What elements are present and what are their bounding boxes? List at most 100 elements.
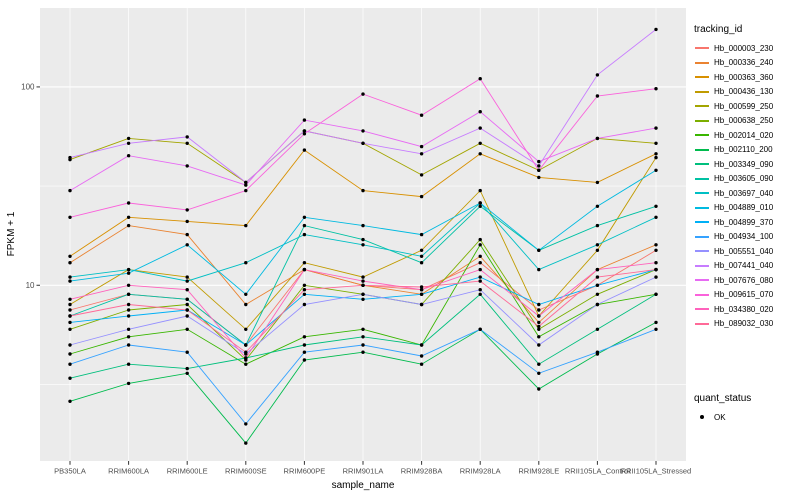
data-point: [654, 168, 658, 172]
data-point: [537, 175, 541, 180]
data-point: [244, 327, 248, 331]
data-point: [595, 275, 600, 279]
legend-key-line-icon: [694, 70, 710, 84]
legend-key-line-icon: [694, 99, 710, 113]
data-point: [419, 302, 424, 307]
legend-line-swatch: [695, 134, 709, 137]
legend-line-swatch: [695, 250, 709, 253]
data-point: [537, 159, 541, 164]
data-point: [537, 387, 541, 391]
data-point: [361, 335, 365, 339]
data-point: [537, 335, 541, 339]
data-point: [654, 152, 658, 156]
legend-line-swatch: [695, 90, 709, 93]
data-point: [478, 261, 482, 265]
legend-line-swatch: [695, 119, 709, 122]
legend-key-line-icon: [694, 143, 710, 157]
data-point: [478, 254, 482, 258]
data-point: [302, 148, 307, 152]
legend-entry: Hb_003605_090: [694, 172, 773, 187]
legend-entry-label: Hb_000336_240: [714, 58, 774, 68]
data-point: [654, 267, 658, 272]
data-point: [244, 356, 248, 360]
data-point: [244, 261, 248, 265]
data-point: [68, 155, 72, 160]
legend-entry: Hb_000336_240: [694, 56, 773, 71]
data-point: [185, 135, 189, 139]
data-point: [126, 154, 131, 158]
data-point: [126, 292, 131, 296]
legend-line-swatch: [695, 279, 709, 282]
data-point: [68, 302, 72, 307]
x-tick-label: RRII105LA_Control: [565, 467, 630, 476]
data-point: [478, 77, 482, 81]
data-point: [302, 261, 307, 265]
data-point: [185, 208, 189, 212]
data-point: [361, 223, 365, 228]
data-point: [361, 237, 365, 242]
data-point: [68, 215, 72, 219]
data-point: [478, 327, 482, 331]
data-point: [126, 362, 131, 366]
data-point: [244, 302, 248, 307]
data-point: [185, 366, 189, 371]
data-point: [654, 126, 658, 130]
legend-key-line-icon: [694, 215, 710, 229]
data-point: [595, 73, 600, 77]
legend-entry-label: Hb_003605_090: [714, 174, 774, 184]
data-point: [537, 168, 541, 172]
data-point: [537, 248, 541, 252]
legend-key-line-icon: [694, 201, 710, 215]
legend-key-line-icon: [694, 128, 710, 142]
data-point: [302, 132, 307, 136]
x-tick-label: RRIM901LA: [343, 467, 384, 476]
data-point: [654, 327, 658, 331]
data-point: [126, 136, 131, 141]
data-point: [654, 243, 658, 247]
data-point: [595, 302, 600, 307]
legend-entry-label: Hb_005551_040: [714, 246, 774, 256]
data-point: [537, 267, 541, 272]
data-point: [419, 173, 424, 177]
legend-line-swatch: [695, 308, 709, 311]
data-point: [478, 110, 482, 114]
legend-key-line-icon: [694, 288, 710, 302]
legend-key-line-icon: [694, 157, 710, 171]
legend-entry-label: Hb_034380_020: [714, 304, 774, 314]
data-point: [361, 129, 365, 133]
data-point: [361, 141, 365, 145]
legend-line-swatch: [695, 76, 709, 79]
data-point: [126, 215, 131, 219]
data-point: [126, 201, 131, 205]
legend-line-swatch: [695, 322, 709, 325]
legend-entry-label: Hb_002014_020: [714, 130, 774, 140]
data-point: [654, 27, 658, 32]
x-tick-label: RRIM928LA: [460, 467, 501, 476]
data-point: [302, 223, 307, 228]
data-point: [302, 335, 307, 339]
data-point: [185, 308, 189, 312]
data-point: [126, 141, 131, 145]
legend-entry-label: Hb_000436_130: [714, 87, 774, 97]
data-point: [419, 232, 424, 237]
legend-entry: Hb_007676_080: [694, 273, 773, 288]
legend-entry-label: Hb_004899_370: [714, 217, 774, 227]
data-point: [68, 352, 72, 356]
data-point: [419, 152, 424, 156]
data-point: [361, 279, 365, 283]
data-point: [361, 350, 365, 354]
data-point: [537, 343, 541, 347]
data-point: [68, 254, 72, 258]
data-point: [654, 320, 658, 325]
legend-quant-entries: OK: [694, 410, 751, 425]
data-point: [654, 248, 658, 252]
legend-key-point-icon: [694, 410, 710, 424]
x-tick-label: RRIM600LE: [167, 467, 208, 476]
data-point: [654, 155, 658, 160]
legend-key-line-icon: [694, 56, 710, 70]
data-point: [302, 292, 307, 296]
data-point: [185, 141, 189, 145]
data-point: [654, 141, 658, 145]
legend-line-swatch: [695, 264, 709, 267]
data-point: [126, 308, 131, 312]
